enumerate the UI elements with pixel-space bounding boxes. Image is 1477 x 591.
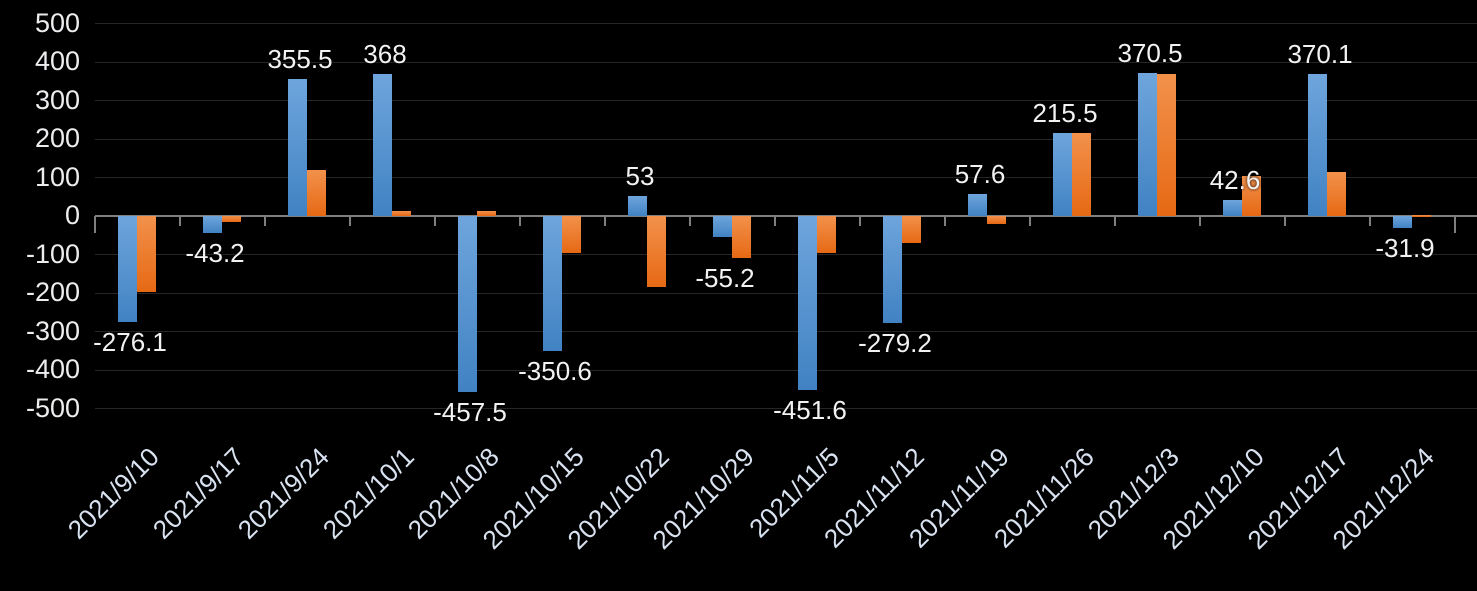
orange-bar	[1072, 132, 1091, 216]
orange-bar	[1157, 73, 1176, 216]
blue-bar	[543, 216, 562, 351]
y-gridline	[95, 408, 1477, 409]
data-label: -451.6	[773, 394, 847, 425]
x-axis-date-label: 2021/10/1	[316, 441, 420, 545]
data-label: 57.6	[954, 158, 1006, 189]
blue-bar	[713, 216, 732, 238]
x-axis-tick	[689, 216, 691, 226]
orange-bar	[562, 216, 581, 254]
blue-bar	[1393, 216, 1412, 229]
orange-bar	[987, 216, 1006, 224]
orange-bar	[137, 216, 156, 293]
y-gridline	[95, 138, 1477, 140]
orange-bar	[307, 169, 326, 216]
data-label: -55.2	[695, 263, 755, 294]
data-label: 42.6	[1209, 164, 1261, 195]
y-axis-tick-label: 300	[34, 84, 80, 115]
y-gridline	[95, 61, 1477, 63]
x-axis-tick	[774, 216, 776, 226]
data-label: -350.6	[518, 355, 592, 386]
y-gridline	[95, 369, 1477, 371]
y-gridline	[95, 177, 1477, 178]
x-axis-tick	[264, 216, 266, 226]
y-axis-tick-label: -500	[25, 392, 80, 423]
data-label: -276.1	[93, 327, 167, 358]
y-gridline	[95, 100, 1477, 101]
blue-bar	[968, 193, 987, 216]
blue-bar	[1223, 199, 1242, 216]
data-label: -279.2	[858, 328, 932, 359]
blue-bar	[628, 195, 647, 216]
x-axis-tick	[604, 216, 606, 226]
y-axis-tick-label: -100	[25, 238, 80, 269]
y-axis-tick-label: 400	[34, 46, 80, 76]
orange-bar	[392, 210, 411, 216]
orange-bar	[732, 216, 751, 259]
y-gridline	[95, 23, 1477, 24]
y-axis-tick-label: -400	[25, 354, 80, 384]
y-gridline	[95, 331, 1477, 332]
x-axis-tick	[519, 216, 521, 226]
data-label: -457.5	[433, 397, 507, 428]
x-axis-date-label: 2021/9/17	[146, 441, 250, 545]
x-axis-date-label: 2021/9/24	[231, 441, 335, 545]
blue-bar	[1053, 133, 1072, 216]
y-axis-tick-label: 0	[64, 200, 80, 230]
x-axis-tick	[1199, 216, 1201, 226]
x-axis-tick	[944, 216, 946, 226]
data-label: -43.2	[185, 237, 245, 268]
blue-bar	[798, 216, 817, 390]
y-axis-tick-label: -200	[25, 277, 80, 307]
x-axis-tick	[349, 216, 351, 226]
data-label: 370.1	[1287, 38, 1353, 69]
x-axis-line	[95, 215, 1477, 217]
blue-bar	[288, 79, 307, 216]
x-axis-tick	[1114, 216, 1116, 226]
orange-bar	[1412, 214, 1431, 217]
blue-bar	[458, 216, 477, 393]
blue-bar	[883, 216, 902, 324]
blue-bar	[118, 216, 137, 323]
data-label: 370.5	[1117, 38, 1183, 69]
y-axis-tick-label: 200	[34, 123, 80, 153]
orange-bar	[817, 216, 836, 254]
data-label: 215.5	[1032, 98, 1098, 129]
y-gridline	[95, 254, 1477, 255]
orange-bar	[477, 210, 496, 216]
data-label: 53	[625, 160, 655, 191]
x-axis-tick	[94, 216, 96, 233]
x-axis-tick	[179, 216, 181, 226]
y-gridline	[95, 292, 1477, 294]
orange-bar	[222, 216, 241, 222]
orange-bar	[902, 216, 921, 244]
blue-bar	[373, 74, 392, 216]
orange-bar	[647, 216, 666, 288]
x-axis-tick	[1369, 216, 1371, 226]
y-axis-tick-label: 500	[34, 7, 80, 38]
y-axis-tick-label: 100	[34, 161, 80, 192]
data-label: 355.5	[267, 44, 333, 75]
data-label: 368	[363, 39, 407, 70]
x-axis-tick	[434, 216, 436, 226]
orange-bar	[1327, 172, 1346, 216]
data-label: -31.9	[1375, 233, 1435, 264]
x-axis-tick	[1454, 216, 1456, 233]
x-axis-tick	[859, 216, 861, 226]
y-axis-tick-label: -300	[25, 315, 80, 346]
x-axis-date-label: 2021/9/10	[61, 441, 165, 545]
blue-bar	[1308, 73, 1327, 216]
orange-bar	[1242, 175, 1261, 216]
x-axis-tick	[1284, 216, 1286, 226]
blue-bar	[1138, 73, 1157, 216]
x-axis-tick	[1029, 216, 1031, 226]
blue-bar	[203, 216, 222, 233]
